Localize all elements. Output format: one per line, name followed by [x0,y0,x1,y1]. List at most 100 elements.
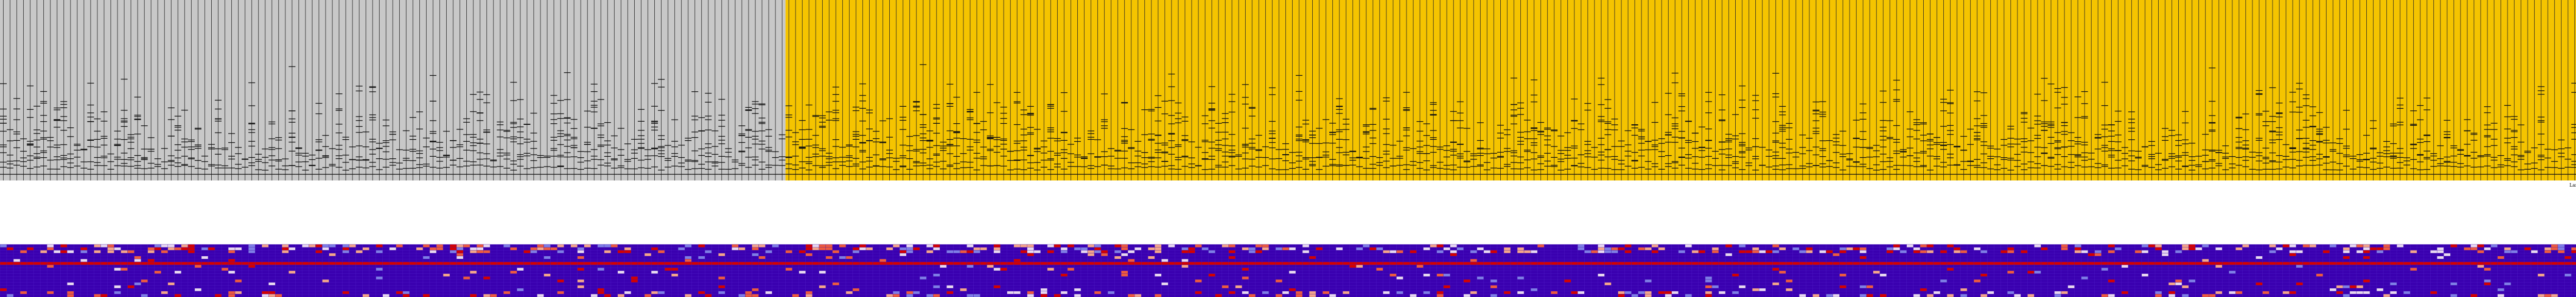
heatmap-cell [2470,244,2477,248]
heatmap-cell [1544,262,1551,265]
heatmap-cell [2168,283,2175,286]
heatmap-cell [1014,259,1021,262]
heatmap-cell [1229,250,1235,253]
heatmap-cell [1638,291,1645,294]
heatmap-cell [1618,248,1624,251]
heatmap-cell [1054,244,1061,248]
heatmap-cell [128,250,134,253]
heatmap-cell [155,262,161,265]
heatmap-cell [2027,262,2034,265]
heatmap-cell [1812,294,1819,297]
heatmap-cell [175,294,181,297]
heatmap-cell [107,244,114,248]
heatmap-cell [2484,248,2491,251]
heatmap-cell [1598,244,1604,248]
heatmap-cell [711,262,718,265]
heatmap-cell [503,244,510,248]
heatmap-cell [1282,248,1289,251]
heatmap-cell [1209,262,1215,265]
heatmap-cell [7,294,13,297]
heatmap-cell [933,294,940,297]
heatmap-cell [651,262,658,265]
heatmap-cell [2498,288,2504,291]
heatmap-cell [2565,262,2571,265]
heatmap-cell [436,244,443,248]
heatmap-cell [1128,250,1134,253]
heatmap-cell [1484,250,1490,253]
heatmap-cell [1094,248,1101,251]
heatmap-cell [410,262,416,265]
heatmap-cell [1752,262,1759,265]
heatmap-cell [557,262,564,265]
heatmap-cell [2377,262,2383,265]
heatmap-cell [2276,248,2283,251]
heatmap-cell [1679,250,1685,253]
heatmap-cell [1141,262,1148,265]
heatmap-cell [638,262,645,265]
heatmap-cell [155,244,161,248]
heatmap-cell [1759,250,1766,253]
heatmap-cell [436,248,443,251]
heatmap-cell [168,248,175,251]
heatmap-cell [315,244,322,248]
heatmap-cell [846,256,853,259]
heatmap-cell [2269,262,2276,265]
heatmap-cell [2343,285,2350,288]
heatmap-cell [745,291,752,294]
heatmap-cell [2390,262,2397,265]
heatmap-cell [54,262,60,265]
heatmap-cell [2182,244,2189,248]
heatmap-cell [2470,248,2477,251]
heatmap-cell [2075,250,2081,253]
heatmap-cell [403,291,410,294]
heatmap-cell [1618,291,1624,294]
heatmap-cell [430,248,436,251]
heatmap-cell [1557,262,1564,265]
heatmap-cell [2256,256,2262,259]
heatmap-cell [0,244,7,248]
heatmap-cell [1799,262,1806,265]
heatmap-cell [2142,262,2148,265]
heatmap-cell [1457,262,1464,265]
heatmap-cell [2061,291,2068,294]
heatmap-cell [1940,250,1947,253]
heatmap-cell [1444,248,1450,251]
heatmap-cell [671,268,678,271]
heatmap-cell [1699,250,1705,253]
heatmap-cell [1249,294,1256,297]
heatmap-cell [2383,244,2390,248]
heatmap-cell [1625,291,1632,294]
heatmap-cell [13,259,20,262]
heatmap-cell [2336,285,2343,288]
heatmap-cell [2182,248,2189,251]
heatmap-cell [1027,291,1034,294]
heatmap-cell [168,244,175,248]
heatmap-cell [1833,262,1839,265]
heatmap-cell [604,294,611,297]
heatmap-cell [2014,262,2021,265]
heatmap-cell [80,248,87,251]
heatmap-cell [1867,262,1873,265]
heatmap-cell [1114,262,1121,265]
heatmap-cell [1222,285,1229,288]
heatmap [0,244,2576,297]
heatmap-cell [114,291,121,294]
heatmap-cell [215,294,222,297]
heatmap-cell [2007,250,2014,253]
heatmap-cell [1430,262,1437,265]
heatmap-cell [1913,294,1920,297]
heatmap-cell [1181,250,1188,253]
heatmap-cell [2162,262,2168,265]
heatmap-cell [974,262,980,265]
heatmap-cell [2034,262,2041,265]
heatmap-cell [275,294,282,297]
heatmap-cell [1927,294,1934,297]
heatmap-cell [631,262,638,265]
heatmap-cell [2350,291,2357,294]
heatmap-cell [2357,285,2363,288]
heatmap-cell [1383,262,1389,265]
heatmap-cell [557,250,564,253]
heatmap-cell [175,271,181,274]
heatmap-cell [322,262,329,265]
heatmap-cell [2377,248,2383,251]
